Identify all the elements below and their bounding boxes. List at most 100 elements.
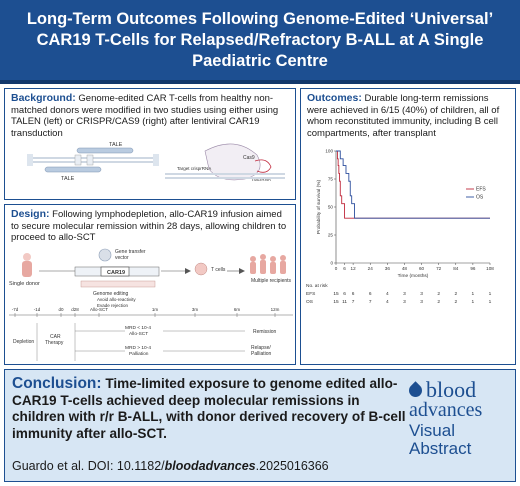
at-risk-value: 2 [437,291,440,297]
y-tick-label: 100 [325,149,333,154]
header-banner: Long-Term Outcomes Following Genome-Edit… [0,0,520,84]
y-tick-label: 75 [328,177,334,182]
evade-rejection-label: Evade rejection [97,303,129,308]
palliation-label: Palliation [129,351,149,357]
t-cells-icon [194,262,208,276]
timeline-tick-label: 3m [192,307,199,312]
genome-editing-label: Genome editing [93,291,129,297]
t-cells-label: T cells [211,267,226,273]
vector-icon [98,248,112,262]
design-text: Design: Following lymphodepletion, allo-… [11,208,287,243]
tale-top-label: TALE [109,142,123,148]
blood-drop-icon [406,380,425,400]
tale-bottom-label: TALE [61,176,75,182]
y-tick-label: 50 [328,205,334,210]
x-tick-label: 24 [368,266,374,271]
at-risk-value: 4 [386,299,389,305]
blood-advances-logo: blood advances Visual Abstract [406,379,509,472]
single-donor-icon [22,253,32,277]
outcomes-text: Outcomes: Durable long-term remissions w… [307,92,500,139]
x-tick-label: 96 [470,266,476,271]
x-tick-label: 36 [385,266,391,271]
remission-label: Remission [253,329,277,335]
timeline-tick-label: 1m [152,307,159,312]
timeline-tick-label: Allo-SCT [90,307,108,312]
x-axis-label: Time (months) [398,273,429,279]
x-tick-label: 108 [486,266,494,271]
at-risk-value: 7 [369,299,372,305]
at-risk-value: 6 [343,291,346,297]
x-tick-label: 60 [419,266,425,271]
x-tick-label: 48 [402,266,408,271]
mrd-high-label: MRD > 10-4 [125,345,151,351]
cas9-label: Cas9 [243,155,255,161]
car-therapy-label: CAR [50,334,61,340]
at-risk-value: 4 [386,291,389,297]
at-risk-value: 11 [342,299,347,305]
timeline-tick-label: d28 [71,307,79,312]
mrd-low-label: MRD < 10-4 [125,325,151,331]
at-risk-row-label: OS [306,299,313,305]
x-tick-label: 84 [453,266,459,271]
at-risk-value: 2 [454,291,457,297]
target-crisprrna-label: Target crisprRNA [177,166,211,171]
x-tick-label: 6 [343,266,346,271]
legend-label: OS [476,195,484,201]
legend-label: EFS [476,187,486,193]
x-tick-label: 12 [351,266,357,271]
x-tick-label: 0 [335,266,338,271]
y-tick-label: 0 [330,261,333,266]
at-risk-value: 15 [333,291,339,297]
conclusion-text: Conclusion: Time-limited exposure to gen… [12,375,406,441]
at-risk-value: 3 [420,291,423,297]
conclusion-panel: Conclusion: Time-limited exposure to gen… [4,369,516,482]
page-title: Long-Term Outcomes Following Genome-Edit… [26,9,494,70]
car-therapy-label-2: Therapy [45,340,64,346]
talen-diagram: TALE TALE [27,142,159,182]
series-line-efs [336,150,490,219]
avoid-allo-label: Avoid allo-reactivity [97,297,136,302]
timeline: -7d -1d d0 d28 Allo-SCT 1m 3m 6m 12m [12,307,280,317]
at-risk-value: 15 [333,299,339,305]
timeline-tick-label: 12m [271,307,280,312]
tracrrna-label: TracrRNA [251,177,271,182]
design-panel: Design: Following lymphodepletion, allo-… [4,204,296,365]
chart-axes [334,150,491,265]
background-text: Background: Genome-edited CAR T-cells fr… [11,92,279,139]
multiple-recipients-icon [250,254,286,274]
at-risk-title: No. at risk [306,283,328,289]
y-tick-label: 25 [328,233,334,238]
citation: Guardo et al. DOI: 10.1182/bloodadvances… [12,459,329,473]
allo-sct-label: Allo-SCT [129,331,148,337]
relapse-palliation-label: Palliation [251,351,272,357]
at-risk-row-label: EFS [306,291,315,297]
timeline-tick-label: 6m [234,307,241,312]
at-risk-value: 1 [472,299,475,305]
at-risk-value: 6 [369,291,372,297]
at-risk-value: 2 [454,299,457,305]
at-risk-value: 7 [352,299,355,305]
at-risk-value: 3 [403,291,406,297]
vector-label: vector [115,255,129,261]
gene-transfer-label: Gene transfer [115,249,146,255]
at-risk-value: 6 [352,291,355,297]
series-line-os [336,150,490,219]
relapse-label: Relapse/ [251,345,271,351]
at-risk-value: 1 [489,299,492,305]
background-panel: Background: Genome-edited CAR T-cells fr… [4,88,296,200]
genome-editing-figure: TALE TALE Cas9 TracrRNA Target crisprRNA [27,142,285,182]
timeline-tick-label: -1d [34,307,41,312]
timeline-tick-label: d0 [58,307,64,312]
at-risk-value: 2 [437,299,440,305]
at-risk-value: 1 [489,291,492,297]
design-figure: Single donor Gene transfer vector CAR19 … [9,248,293,361]
single-donor-label: Single donor [9,281,40,287]
y-axis-label: Probability of survival (%) [316,180,322,235]
crispr-diagram: Cas9 TracrRNA Target crisprRNA [165,143,285,182]
at-risk-value: 1 [472,291,475,297]
multiple-recipients-label: Multiple recipients [251,278,292,284]
depletion-label: Depletion [13,339,34,345]
at-risk-value: 3 [403,299,406,305]
